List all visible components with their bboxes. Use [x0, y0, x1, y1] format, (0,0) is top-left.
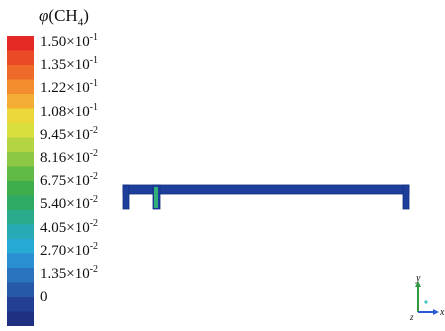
tick-mantissa: 9.45×10: [40, 126, 90, 143]
color-scale-bar: [7, 36, 34, 326]
color-band: [7, 239, 34, 255]
tick-exponent: -2: [89, 124, 99, 136]
y-axis-arrowhead: [415, 281, 421, 287]
color-band: [7, 297, 34, 313]
tick-mantissa: 6.75×10: [40, 173, 90, 190]
z-axis-dot: [424, 300, 428, 304]
tick-exponent: -1: [89, 101, 99, 113]
tick-mantissa: 1.50×10: [40, 34, 90, 50]
tick-exponent: -1: [89, 55, 99, 67]
legend-title-close: ): [83, 6, 89, 25]
legend-title: φ(CH4): [39, 6, 89, 28]
color-band: [7, 253, 34, 269]
color-band: [7, 282, 34, 298]
tick-mantissa: 5.40×10: [40, 196, 90, 213]
color-scale-tick-label: 1.50×10-1: [40, 32, 99, 50]
color-band: [7, 210, 34, 226]
channel-right-leg: [402, 184, 410, 210]
legend-title-subscript: 4: [77, 16, 84, 29]
tick-exponent: -2: [89, 194, 99, 206]
color-scale-tick-label: 0: [40, 290, 48, 305]
methane-plume: [154, 187, 158, 208]
tick-exponent: -2: [89, 240, 99, 252]
color-band: [7, 224, 34, 240]
color-scale-tick-label: 1.35×10-2: [40, 264, 99, 282]
color-band: [7, 195, 34, 211]
color-band: [7, 166, 34, 182]
tick-mantissa: 1.35×10: [40, 266, 90, 282]
color-band: [7, 181, 34, 197]
color-scale-tick-label: 2.70×10-2: [40, 240, 99, 259]
tick-mantissa: 1.08×10: [40, 103, 90, 120]
tick-mantissa: 1.22×10: [40, 80, 90, 97]
tick-mantissa: 2.70×10: [40, 242, 90, 259]
tick-exponent: -2: [89, 148, 99, 159]
tick-mantissa: 0: [40, 289, 48, 306]
z-axis-label: z: [409, 312, 414, 322]
tick-mantissa: 1.35×10: [40, 57, 90, 74]
tick-exponent: -1: [89, 32, 99, 43]
color-scale-tick-label: 4.05×10-2: [40, 217, 99, 236]
color-scale-tick-label: 6.75×10-2: [40, 171, 99, 190]
color-band: [7, 94, 34, 110]
color-band: [7, 123, 34, 139]
channel-top-bar: [122, 184, 410, 195]
x-axis-arrowhead: [433, 309, 439, 315]
tick-exponent: -2: [89, 264, 99, 275]
tick-mantissa: 8.16×10: [40, 150, 90, 166]
tick-exponent: -2: [89, 217, 99, 229]
color-scale-tick-label: 5.40×10-2: [40, 194, 99, 213]
color-band: [7, 50, 34, 66]
color-band: [7, 137, 34, 153]
color-band: [7, 79, 34, 95]
tick-exponent: -1: [89, 78, 99, 90]
legend-title-open: (CH: [48, 6, 78, 25]
coordinate-axes-icon: y x z: [409, 273, 445, 322]
tick-mantissa: 4.05×10: [40, 219, 90, 236]
color-band: [7, 65, 34, 81]
legend-title-symbol: φ: [39, 6, 49, 25]
color-scale-tick-label: 1.35×10-1: [40, 55, 99, 74]
y-axis-label: y: [415, 273, 421, 284]
color-scale-tick-label: 9.45×10-2: [40, 124, 99, 143]
channel-left-leg: [122, 184, 130, 210]
color-scale-tick-label: 1.22×10-1: [40, 78, 99, 97]
color-band: [7, 108, 34, 124]
x-axis-label: x: [439, 307, 445, 318]
color-band: [7, 311, 34, 326]
color-scale-tick-label: 1.08×10-1: [40, 101, 99, 120]
tick-exponent: -2: [89, 171, 99, 183]
color-band: [7, 152, 34, 168]
color-scale-tick-label: 8.16×10-2: [40, 148, 99, 166]
color-band: [7, 36, 34, 52]
flow-domain: [122, 184, 410, 210]
color-band: [7, 268, 34, 284]
